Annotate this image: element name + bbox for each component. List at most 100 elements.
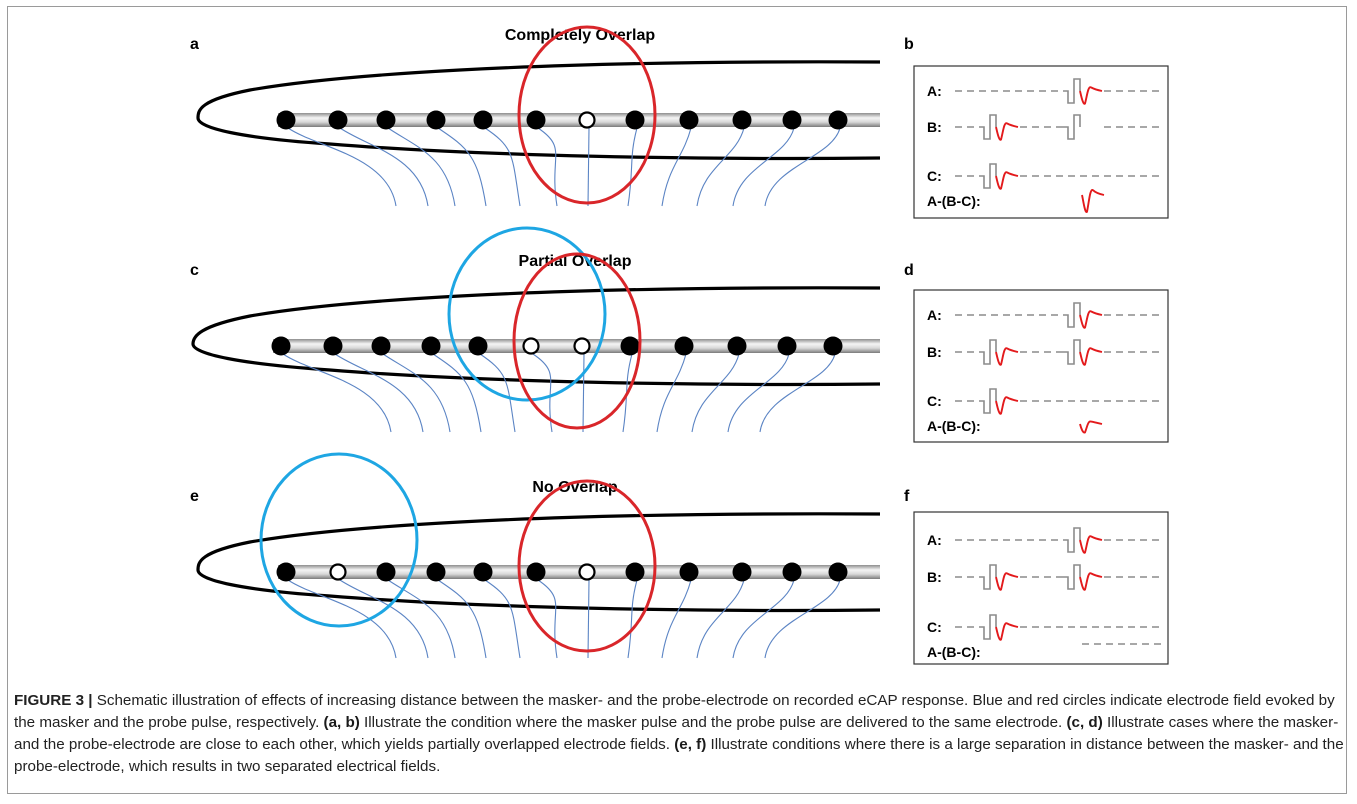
nerve-fiber [432,353,482,433]
nerve-fiber [479,353,516,433]
electrode [468,336,488,356]
trace-row-label: B: [927,344,942,360]
nerve-fibers [287,127,841,207]
caption-ref-cd: (c, d) [1066,714,1103,731]
electrode [732,110,752,130]
electrode [777,336,797,356]
ecap-response [995,396,1019,415]
nerve-fiber [287,127,397,207]
panel-letter-d: d [904,262,914,279]
cochlea-outline [191,286,881,387]
masker-pulse [979,388,997,414]
electrode [782,562,802,582]
nerve-fiber [691,353,740,433]
nerve-fibers [287,579,841,659]
electrode [276,562,296,582]
trace-box [913,511,1169,665]
active-electrode [329,563,347,581]
ecap-response [1079,572,1103,591]
caption-label: FIGURE 3 | [14,692,93,709]
electrode [828,110,848,130]
nerve-fiber [537,579,558,659]
masker-field-circle [259,452,419,628]
nerve-fiber [656,353,687,433]
electrode [426,562,446,582]
masker-pulse [979,339,997,365]
nerve-fiber [484,127,521,207]
panel-letter-b: b [904,36,914,53]
electrode [625,110,645,130]
ecap-response [1079,420,1103,434]
ecap-response [995,171,1019,190]
trace-row-label: B: [927,569,942,585]
nerve-fibers [282,353,836,433]
caption-text-2: Illustrate the condition where the maske… [359,714,1067,731]
ecap-response [995,122,1019,141]
nerve-fiber [387,127,456,207]
electrode [620,336,640,356]
nerve-fiber [696,579,745,659]
electrode [732,562,752,582]
probe-field-circle [512,252,642,430]
electrode [426,110,446,130]
stimulus-pulse [1063,564,1081,590]
active-electrode [573,337,591,355]
nerve-fiber [282,353,392,433]
panel-letter-c: c [190,262,199,279]
nerve-fiber [484,579,521,659]
nerve-fiber [537,127,558,207]
electrode [828,562,848,582]
electrode [782,110,802,130]
trace-row-label: C: [927,619,942,635]
electrode [473,562,493,582]
electrode [271,336,291,356]
trace-row-label: A: [927,83,942,99]
cochlea-outline [196,512,881,613]
nerve-fiber [339,579,429,659]
electrode [679,110,699,130]
nerve-fiber [661,127,692,207]
nerve-fiber [532,353,553,433]
caption-ref-ab: (a, b) [323,714,360,731]
trace-row-label: A: [927,532,942,548]
trace-row-label: A-(B-C): [927,644,981,660]
electrode [526,110,546,130]
nerve-fiber [334,353,424,433]
stimulus-pulse [1063,302,1081,328]
caption-ref-ef: (e, f) [674,736,707,753]
trace-row-label: B: [927,119,942,135]
electrode [473,110,493,130]
nerve-fiber [382,353,451,433]
electrode [526,562,546,582]
ecap-response [995,347,1019,366]
panel-title: Completely Overlap [505,27,656,44]
electrode [421,336,441,356]
stimulus-pulse [1063,78,1081,104]
nerve-fiber [437,579,487,659]
nerve-fiber [437,127,487,207]
nerve-fiber [339,127,429,207]
ecap-response [995,572,1019,591]
nerve-fiber [696,127,745,207]
caption-text-3: Illustrate cases where the masker- and t… [14,714,1339,753]
electrodes [271,336,843,356]
nerve-fiber [759,353,836,433]
trace-panel-f: f A: B: C: A-(B-C): [904,488,1169,665]
trace-row-label: A-(B-C): [927,418,981,434]
caption-text-4: Illustrate conditions where there is a l… [14,736,1344,775]
stimulus-pulse [1063,527,1081,553]
ecap-response [1079,535,1103,554]
masker-pulse [979,614,997,640]
panel-letter-a: a [190,36,199,53]
trace-panel-d: d A: B: C: A-(B-C): [904,262,1169,443]
trace-panel-b: b A: B: C: A-(B-C): [904,36,1169,219]
electrode [727,336,747,356]
panel-letter-e: e [190,488,199,505]
electrode [371,336,391,356]
panel-e: eNo Overlap [190,452,881,659]
figure-diagram: a Completely Overlap c Partial Overlap eNo O… [190,25,1169,665]
ecap-response [995,622,1019,641]
electrode [376,562,396,582]
electrode [328,110,348,130]
nerve-fiber [627,579,638,659]
